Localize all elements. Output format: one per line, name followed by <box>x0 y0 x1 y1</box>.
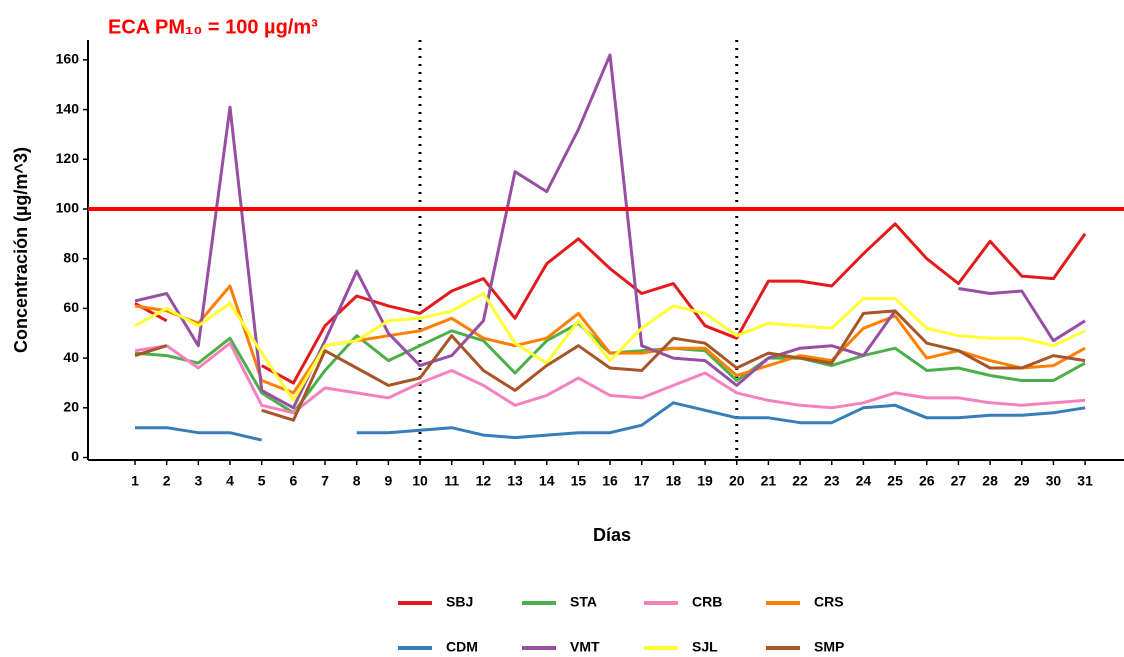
y-tick-label: 140 <box>56 100 80 116</box>
legend-label: SBJ <box>446 594 473 610</box>
series-line <box>134 309 1086 422</box>
x-tick-label: 18 <box>666 473 682 489</box>
y-tick-label: 40 <box>63 349 79 365</box>
y-tick-label: 160 <box>56 51 80 67</box>
x-tick-label: 9 <box>384 473 392 489</box>
y-tick-label: 80 <box>63 249 79 265</box>
x-tick-label: 8 <box>353 473 361 489</box>
x-tick-label: 26 <box>919 473 935 489</box>
annotation: ECA PM₁₀ = 100 µg/m³ <box>108 16 318 38</box>
series-line <box>134 292 1086 402</box>
x-tick-label: 25 <box>887 473 903 489</box>
legend-label: CRB <box>692 594 722 610</box>
y-axis-label: Concentración (µg/m^3) <box>11 147 31 353</box>
legend-label: STA <box>570 594 597 610</box>
x-tick-label: 28 <box>982 473 998 489</box>
legend-label: VMT <box>570 639 600 655</box>
x-tick-label: 15 <box>571 473 587 489</box>
x-tick-label: 30 <box>1046 473 1062 489</box>
x-tick-label: 19 <box>697 473 713 489</box>
x-tick-label: 1 <box>131 473 139 489</box>
x-tick-label: 3 <box>194 473 202 489</box>
y-tick-label: 0 <box>71 448 79 464</box>
series-line <box>134 341 1086 415</box>
x-tick-label: 2 <box>163 473 171 489</box>
x-tick-label: 31 <box>1077 473 1093 489</box>
x-tick-label: 21 <box>761 473 777 489</box>
x-axis-label: Días <box>593 525 631 545</box>
x-tick-label: 16 <box>602 473 618 489</box>
x-tick-label: 5 <box>258 473 266 489</box>
x-tick-label: 11 <box>444 473 459 489</box>
x-tick-label: 27 <box>951 473 967 489</box>
x-tick-label: 12 <box>476 473 492 489</box>
x-tick-label: 4 <box>226 473 234 489</box>
y-tick-label: 120 <box>56 150 80 166</box>
x-tick-label: 7 <box>321 473 329 489</box>
x-tick-label: 14 <box>539 473 555 489</box>
x-tick-label: 22 <box>792 473 808 489</box>
x-tick-label: 17 <box>634 473 650 489</box>
x-tick-label: 6 <box>289 473 297 489</box>
x-tick-label: 29 <box>1014 473 1030 489</box>
y-tick-label: 20 <box>63 399 79 415</box>
legend-label: CRS <box>814 594 844 610</box>
legend-label: SMP <box>814 639 844 655</box>
y-tick-label: 60 <box>63 299 79 315</box>
series-line <box>135 401 1086 442</box>
legend-label: CDM <box>446 639 478 655</box>
series-line <box>134 53 1086 410</box>
series-line <box>134 284 1086 395</box>
x-tick-label: 13 <box>507 473 523 489</box>
x-tick-label: 10 <box>412 473 428 489</box>
x-tick-label: 24 <box>856 473 872 489</box>
x-tick-label: 20 <box>729 473 745 489</box>
legend-label: SJL <box>692 639 718 655</box>
y-tick-label: 100 <box>56 200 80 216</box>
x-tick-label: 23 <box>824 473 840 489</box>
